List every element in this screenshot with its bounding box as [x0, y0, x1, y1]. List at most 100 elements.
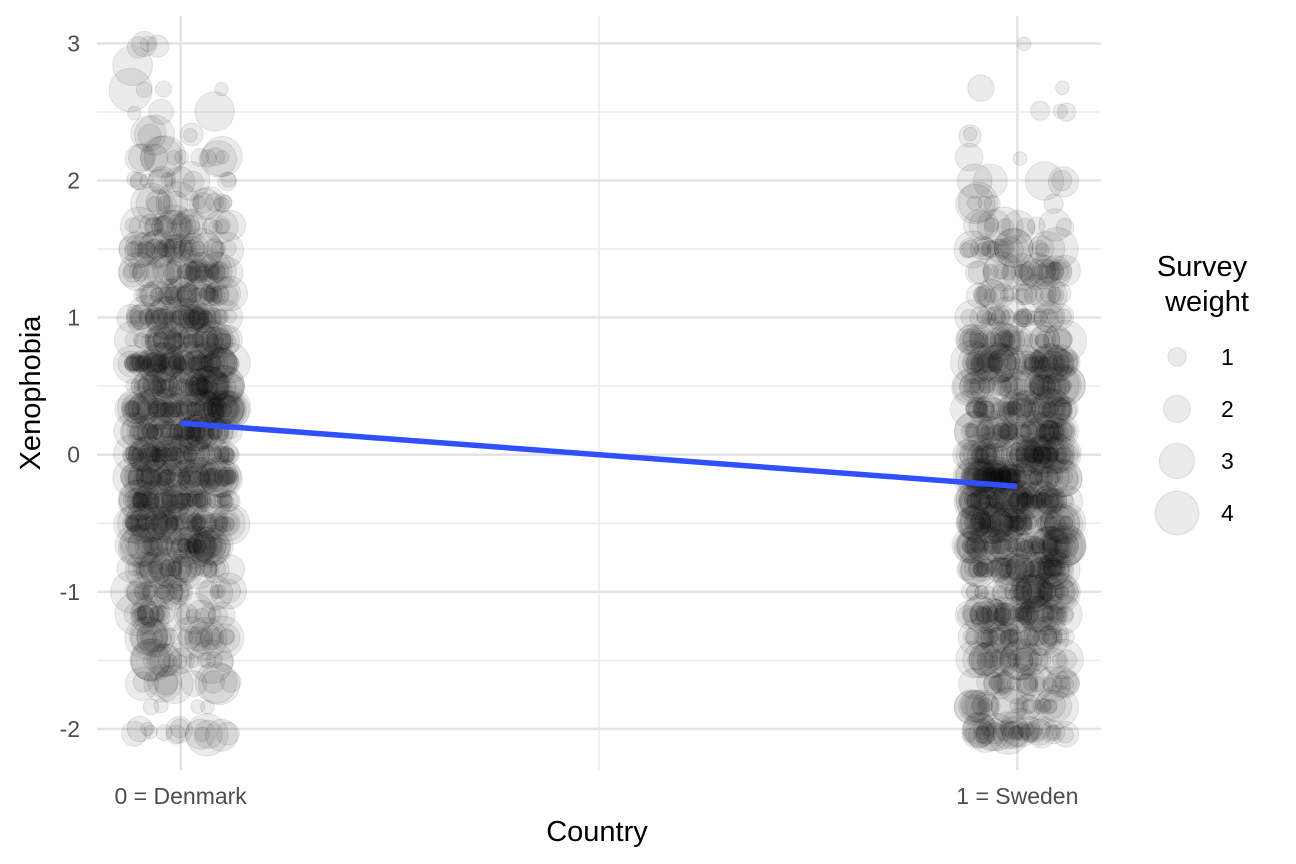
- data-point: [168, 333, 184, 349]
- data-point: [968, 329, 988, 349]
- data-point: [962, 369, 996, 403]
- data-point: [167, 446, 182, 461]
- data-point: [1035, 509, 1062, 535]
- data-point: [964, 423, 980, 438]
- data-point: [972, 401, 989, 417]
- data-point: [1015, 662, 1055, 702]
- data-point: [156, 597, 191, 632]
- data-point: [957, 605, 978, 626]
- data-point: [987, 376, 1007, 396]
- data-point: [147, 400, 166, 419]
- data-point: [981, 604, 999, 623]
- data-point: [953, 531, 986, 563]
- data-point: [159, 392, 193, 426]
- data-point: [1033, 310, 1048, 326]
- data-point: [214, 218, 230, 234]
- data-point: [171, 310, 187, 325]
- data-point: [1054, 421, 1075, 442]
- data-point: [169, 536, 189, 556]
- data-point: [124, 400, 141, 417]
- data-point: [160, 549, 203, 592]
- data-point: [150, 500, 195, 545]
- data-point: [978, 400, 996, 419]
- data-point: [983, 649, 1005, 670]
- data-point: [1040, 549, 1081, 590]
- data-point: [1054, 396, 1079, 422]
- data-point: [155, 237, 176, 258]
- data-point: [124, 446, 140, 462]
- data-point: [994, 491, 1014, 511]
- data-point: [135, 284, 158, 307]
- data-point: [1007, 605, 1025, 622]
- data-point: [180, 540, 196, 555]
- data-point: [977, 643, 1012, 679]
- y-tick-label: 1: [67, 305, 80, 331]
- data-point: [1041, 647, 1069, 675]
- data-point: [137, 422, 159, 444]
- data-point: [161, 238, 185, 262]
- data-point: [180, 670, 208, 697]
- data-point: [181, 490, 203, 513]
- data-point: [1040, 372, 1071, 402]
- data-point: [187, 401, 203, 417]
- data-point: [204, 262, 220, 279]
- data-point: [119, 524, 162, 567]
- data-point: [1045, 460, 1083, 498]
- data-point: [959, 328, 982, 352]
- data-point: [198, 558, 218, 578]
- data-point: [123, 402, 140, 419]
- data-point: [219, 628, 236, 645]
- data-point: [1023, 353, 1044, 374]
- data-point: [203, 209, 239, 244]
- data-point: [127, 509, 155, 538]
- data-point: [955, 456, 996, 498]
- data-point: [1032, 388, 1072, 429]
- data-point: [1006, 400, 1021, 415]
- data-point: [1018, 260, 1044, 286]
- data-point: [123, 354, 141, 372]
- data-point: [194, 559, 213, 577]
- data-point: [113, 320, 153, 360]
- data-point: [1052, 103, 1069, 119]
- data-point: [980, 414, 1018, 452]
- data-point: [962, 641, 999, 679]
- data-point: [1020, 480, 1063, 523]
- data-point: [203, 288, 219, 304]
- data-point: [125, 294, 170, 339]
- data-point: [1040, 262, 1057, 279]
- data-point: [185, 492, 201, 507]
- legend-key-circle: [1167, 347, 1187, 367]
- data-point: [126, 240, 145, 258]
- data-point: [207, 462, 240, 495]
- data-point: [182, 323, 219, 360]
- data-point: [174, 446, 193, 465]
- data-point: [152, 402, 168, 418]
- data-point: [1014, 263, 1034, 283]
- data-point: [187, 305, 210, 329]
- data-point: [133, 582, 152, 601]
- data-point: [184, 531, 216, 563]
- data-point: [970, 488, 992, 511]
- data-point: [968, 555, 995, 582]
- data-point: [950, 340, 994, 385]
- data-point: [172, 356, 187, 371]
- data-point: [210, 308, 228, 326]
- data-point: [156, 516, 172, 532]
- data-point: [185, 308, 202, 326]
- data-point: [188, 532, 218, 562]
- data-point: [216, 402, 232, 418]
- data-point: [1030, 494, 1045, 509]
- data-point: [160, 377, 181, 398]
- data-point: [1052, 348, 1081, 377]
- data-point: [146, 355, 162, 371]
- data-point: [193, 355, 209, 370]
- data-point: [1006, 676, 1022, 691]
- data-point: [139, 547, 181, 590]
- data-point: [184, 408, 228, 453]
- data-point: [1000, 329, 1022, 351]
- data-point: [990, 283, 1015, 308]
- data-point: [972, 459, 1012, 499]
- data-point: [1003, 628, 1019, 644]
- data-point: [970, 538, 986, 553]
